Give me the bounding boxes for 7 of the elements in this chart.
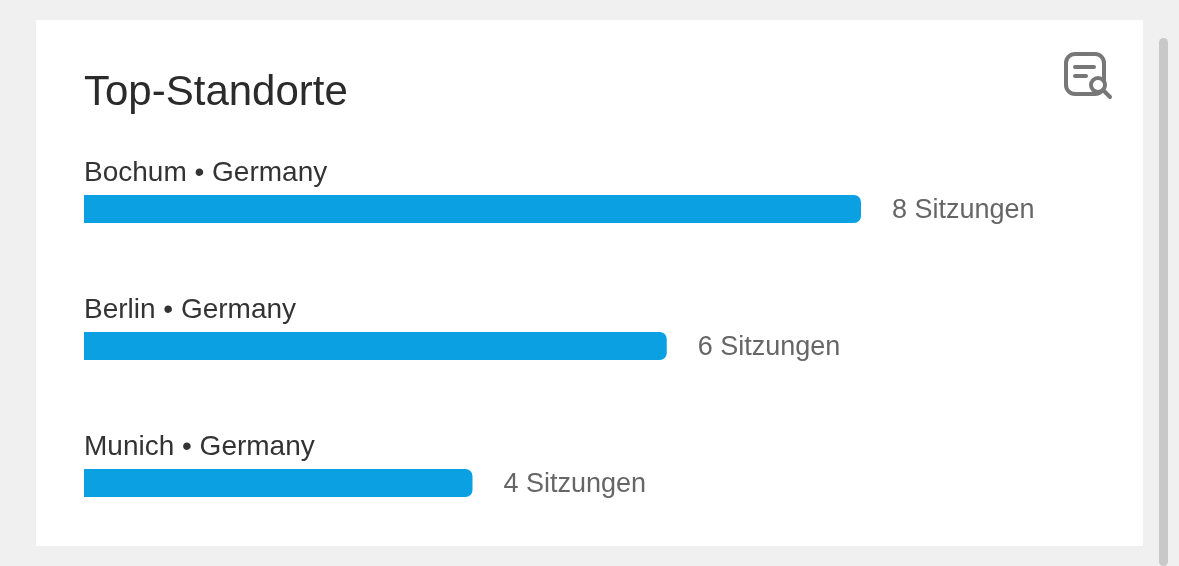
data-label: 4 Sitzungen: [503, 468, 647, 498]
data-label: 6 Sitzungen: [697, 331, 841, 361]
y-tick-label: Bochum • Germany: [84, 156, 328, 187]
chart-title: Top-Standorte: [84, 66, 348, 116]
data-label: 8 Sitzungen: [892, 194, 1035, 224]
y-tick-label: Berlin • Germany: [84, 293, 297, 324]
y-tick-label: Munich • Germany: [84, 430, 315, 461]
